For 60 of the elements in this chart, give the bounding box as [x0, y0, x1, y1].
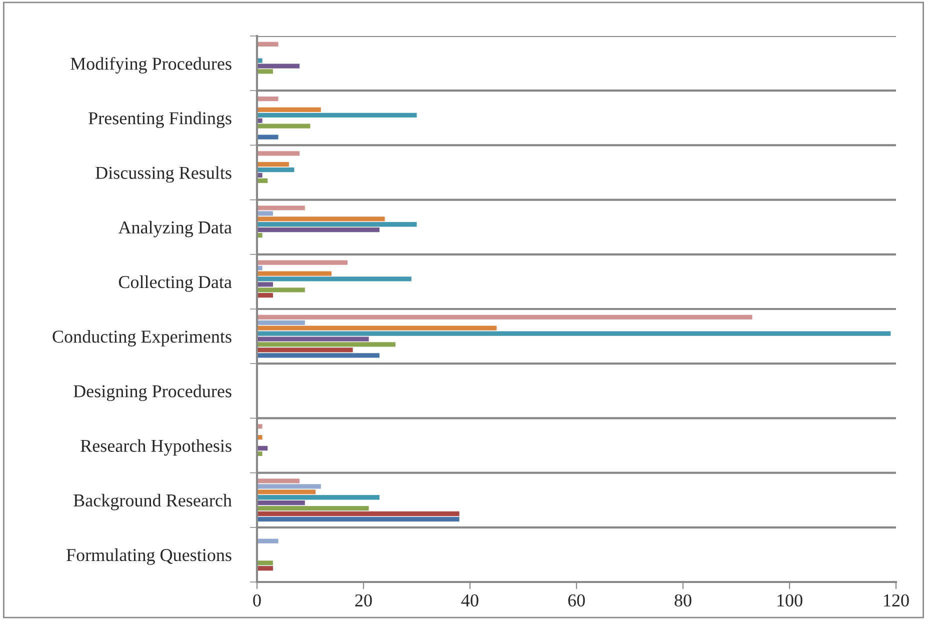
x-tick-label: 60 [568, 594, 585, 607]
y-tick-label: Formulating Questions [66, 548, 232, 565]
bar [257, 69, 273, 74]
x-tick-label: 120 [884, 594, 909, 607]
bar [257, 293, 273, 298]
bar [257, 342, 396, 347]
bar [257, 478, 300, 484]
bar [257, 495, 380, 500]
bar [257, 216, 385, 222]
bar [257, 336, 369, 342]
bar [257, 326, 497, 330]
bar [257, 353, 380, 358]
bar [257, 538, 278, 544]
bar [257, 490, 316, 494]
y-tick-label: Modifying Procedures [70, 56, 232, 74]
bar [257, 124, 310, 128]
x-tick-label: 20 [355, 594, 372, 607]
bar [257, 228, 380, 232]
y-tick-label: Collecting Data [118, 275, 232, 292]
x-tick-label: 40 [461, 594, 478, 607]
y-tick-label: Background Research [74, 494, 232, 510]
bar [257, 107, 321, 112]
bar [257, 276, 412, 282]
bar [257, 511, 460, 516]
bar [257, 162, 289, 167]
bar [257, 206, 305, 210]
bar [257, 288, 305, 292]
bar [257, 500, 305, 506]
bar [257, 42, 278, 47]
bar [257, 331, 891, 336]
bar [257, 282, 273, 287]
bar [257, 64, 300, 68]
bar [257, 560, 273, 566]
bar [257, 96, 278, 102]
bar [257, 167, 294, 172]
bar [257, 134, 278, 140]
y-tick-label: Discussing Results [96, 166, 232, 183]
bar [257, 58, 262, 63]
bar [257, 266, 262, 270]
bar [257, 112, 417, 118]
bar [257, 516, 460, 522]
bar [257, 348, 353, 352]
x-tick-label: 80 [674, 594, 692, 607]
bar [257, 314, 752, 320]
x-tick-label: 0 [253, 594, 261, 607]
bar [257, 222, 417, 227]
x-tick-label: 100 [778, 594, 802, 607]
bar [257, 484, 321, 489]
bar [257, 211, 273, 216]
bar [257, 151, 300, 156]
bar [257, 506, 369, 511]
y-tick-label: Presenting Findings [88, 112, 232, 128]
bar [257, 271, 332, 276]
y-tick-label: Conducting Experiments [52, 330, 232, 346]
bar [257, 320, 305, 325]
y-tick-label: Research Hypothesis [80, 439, 232, 456]
bar [257, 260, 348, 265]
y-tick-label: Analyzing Data [118, 220, 232, 238]
bar [257, 566, 273, 571]
y-tick-label: Designing Procedures [74, 384, 232, 402]
